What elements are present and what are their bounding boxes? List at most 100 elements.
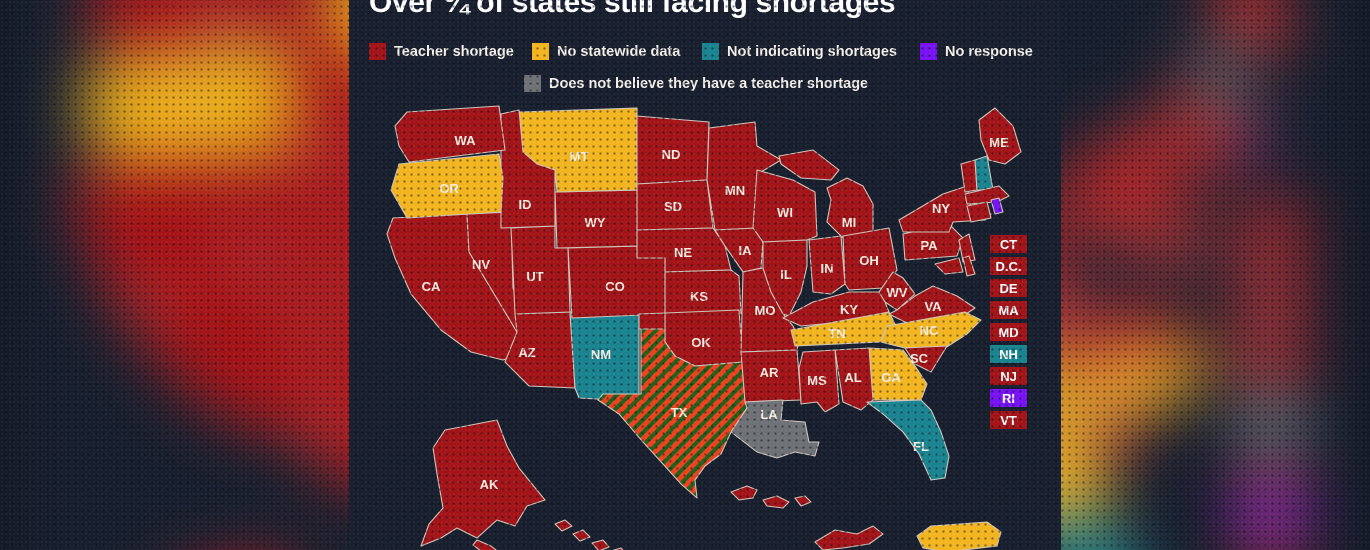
svg-text:NY: NY [1123, 133, 1158, 161]
state-label-NV: NV [472, 257, 490, 272]
legend-label: No response [945, 43, 1033, 60]
state-PR [916, 521, 1002, 550]
small-state-label: D.C. [995, 258, 1022, 274]
state-label-MS: MS [807, 373, 827, 388]
state-label-MO: MO [755, 303, 776, 318]
state-NH [974, 155, 994, 191]
svg-text:PA: PA [1101, 205, 1134, 233]
state-label-VA: VA [924, 299, 942, 314]
state-label-WY: WY [585, 215, 606, 230]
legend-swatch-not_indicating [702, 43, 719, 60]
small-states-list: CT D.C. DE MA MD NH NJ RI VT [990, 235, 1027, 429]
small-state-box-MA: MA [990, 301, 1027, 319]
legend-swatch-no_response [920, 43, 937, 60]
svg-text:OR: OR [172, 95, 210, 123]
state-label-SD: SD [664, 199, 682, 214]
state-label-IN: IN [821, 261, 834, 276]
state-AZ [504, 311, 576, 389]
island-cluster-ISL2 [814, 525, 884, 550]
svg-text:ID: ID [325, 126, 350, 154]
state-label-AL: AL [844, 370, 861, 385]
state-label-CO: CO [605, 279, 625, 294]
small-state-box-MD: MD [990, 323, 1027, 341]
small-state-box-VT: VT [990, 411, 1027, 429]
state-label-TX: TX [671, 405, 688, 420]
small-state-label: NH [999, 346, 1018, 362]
state-label-MN: MN [725, 183, 745, 198]
svg-text:VA: VA [1109, 322, 1142, 350]
state-label-TN: TN [828, 326, 845, 341]
state-label-FL: FL [913, 439, 929, 454]
state-label-SC: SC [910, 351, 929, 366]
state-label-AR: AR [760, 365, 779, 380]
state-label-LA: LA [760, 407, 778, 422]
state-label-KS: KS [690, 289, 708, 304]
state-label-NC: NC [920, 323, 939, 338]
state-label-WI: WI [777, 205, 793, 220]
small-state-box-DE: DE [990, 279, 1027, 297]
state-label-CA: CA [422, 279, 441, 294]
small-state-label: MA [998, 302, 1019, 318]
state-label-WV: WV [887, 285, 908, 300]
state-WA [394, 105, 506, 163]
svg-text:SC: SC [1081, 423, 1116, 451]
state-label-IA: IA [739, 243, 753, 258]
state-label-ME: ME [989, 135, 1009, 150]
state-FL [866, 399, 950, 481]
state-CT [966, 201, 992, 223]
small-state-box-RI: RI [990, 389, 1027, 407]
small-state-label: MD [998, 324, 1019, 340]
legend-swatch-no_data [532, 43, 549, 60]
legend-label: No statewide data [557, 43, 681, 60]
legend-item-does_not_believe: Does not believe they have a teacher sho… [524, 75, 868, 92]
legend-swatch-shortage [369, 43, 386, 60]
state-label-OR: OR [439, 181, 459, 196]
small-state-label: CT [999, 236, 1018, 252]
state-label-ND: ND [662, 147, 681, 162]
svg-text:NC: NC [1099, 369, 1135, 397]
legend-item-not_indicating: Not indicating shortages [702, 43, 897, 60]
state-label-MT: MT [570, 149, 589, 164]
svg-text:ME: ME [1234, 6, 1272, 34]
legend-label: Not indicating shortages [727, 43, 897, 60]
state-label-PA: PA [920, 238, 938, 253]
legend-item-no_data: No statewide data [532, 43, 680, 60]
legend-item-shortage: Teacher shortage [369, 43, 514, 60]
state-label-AZ: AZ [518, 345, 535, 360]
small-state-label: DE [999, 280, 1018, 296]
legend: Teacher shortage No statewide data Not ind… [349, 0, 1061, 100]
small-state-box-DC: D.C. [990, 257, 1027, 275]
legend-item-no_response: No response [920, 43, 1033, 60]
legend-swatch-does_not_believe [524, 75, 541, 92]
state-label-UT: UT [526, 269, 543, 284]
state-label-MI: MI [842, 215, 856, 230]
small-state-label: RI [1002, 390, 1015, 406]
us-choropleth-map: CA NV AZ NM UT CO WY MT ID WA OR ND SD NE KS OK TX MN IA MO… [386, 105, 1022, 550]
island-cluster-ISL1 [730, 485, 812, 509]
state-HI [554, 519, 624, 550]
teacher-shortage-map-graphic: Over ¾ of states still facing shortages … [349, 0, 1061, 550]
state-label-KY: KY [840, 302, 858, 317]
state-label-NM: NM [591, 347, 611, 362]
small-state-label: VT [1000, 412, 1017, 428]
state-label-NY: NY [932, 201, 950, 216]
small-state-box-NJ: NJ [990, 367, 1027, 385]
legend-label: Does not believe they have a teacher sho… [549, 75, 869, 92]
small-state-label: NJ [1000, 368, 1017, 384]
small-state-box-CT: CT [990, 235, 1027, 253]
svg-text:NV: NV [235, 241, 270, 269]
state-MD [934, 257, 964, 275]
small-state-box-NH: NH [990, 345, 1027, 363]
svg-text:WA: WA [202, 2, 242, 30]
svg-text:CA: CA [138, 284, 174, 312]
legend-label: Teacher shortage [394, 43, 514, 60]
state-label-AK: AK [480, 477, 499, 492]
state-label-ID: ID [519, 197, 532, 212]
state-label-WA: WA [455, 133, 477, 148]
state-label-IL: IL [780, 267, 792, 282]
state-label-NE: NE [674, 245, 692, 260]
state-label-GA: GA [881, 370, 901, 385]
state-label-OH: OH [859, 253, 879, 268]
state-label-OK: OK [691, 335, 711, 350]
